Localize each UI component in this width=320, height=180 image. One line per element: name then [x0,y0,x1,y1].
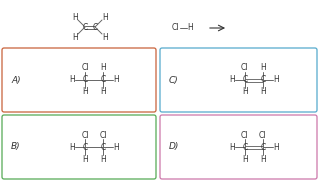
Text: A): A) [11,75,20,84]
Text: H: H [229,75,235,84]
Text: Cl: Cl [99,130,107,140]
Text: C: C [100,75,106,84]
Text: H: H [260,154,266,163]
Text: H: H [100,64,106,73]
Text: H: H [102,12,108,21]
Text: C: C [100,143,106,152]
Text: C: C [82,143,88,152]
Text: Cl: Cl [171,24,179,33]
Text: C: C [82,75,88,84]
Text: Cl: Cl [81,130,89,140]
Text: H: H [273,75,279,84]
Text: H: H [100,87,106,96]
Text: H: H [72,12,78,21]
Text: H: H [260,87,266,96]
Text: H: H [242,154,248,163]
Text: C: C [92,22,98,32]
Text: C: C [260,143,265,152]
Text: D): D) [169,143,180,152]
Text: H: H [229,143,235,152]
Text: H: H [273,143,279,152]
Text: C: C [260,75,265,84]
FancyBboxPatch shape [2,48,156,112]
Text: Cl: Cl [81,64,89,73]
Text: H: H [100,154,106,163]
Text: H: H [242,87,248,96]
Text: C: C [242,75,247,84]
Text: H: H [260,64,266,73]
Text: C: C [82,22,88,32]
Text: C): C) [169,75,179,84]
FancyBboxPatch shape [160,48,317,112]
Text: H: H [69,75,75,84]
Text: H: H [113,143,119,152]
FancyBboxPatch shape [160,115,317,179]
Text: H: H [102,33,108,42]
FancyBboxPatch shape [2,115,156,179]
Text: H: H [187,24,193,33]
Text: H: H [82,154,88,163]
Text: C: C [242,143,247,152]
Text: B): B) [11,143,20,152]
Text: H: H [113,75,119,84]
Text: Cl: Cl [241,130,249,140]
Text: Cl: Cl [259,130,267,140]
Text: Cl: Cl [241,64,249,73]
Text: H: H [72,33,78,42]
Text: H: H [69,143,75,152]
Text: H: H [82,87,88,96]
